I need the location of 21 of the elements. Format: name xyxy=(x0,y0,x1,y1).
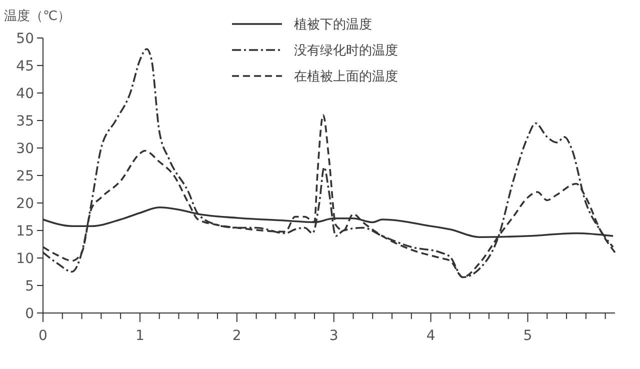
y-tick-label: 45 xyxy=(16,58,34,74)
y-tick-label: 40 xyxy=(16,86,34,102)
y-tick-label: 25 xyxy=(16,168,34,184)
y-tick-label: 0 xyxy=(25,306,34,322)
y-tick-label: 50 xyxy=(16,30,34,47)
x-tick-label: 0 xyxy=(38,328,48,344)
y-tick-label: 30 xyxy=(16,140,34,157)
legend-label: 植被下的温度 xyxy=(294,16,372,33)
y-axis-title: 温度（℃） xyxy=(4,8,71,24)
y-tick-label: 10 xyxy=(16,250,34,267)
x-tick-label: 2 xyxy=(232,328,242,344)
legend-label: 没有绿化时的温度 xyxy=(294,42,398,59)
x-tick-label: 4 xyxy=(426,328,436,344)
y-tick-label: 5 xyxy=(25,278,34,294)
x-tick-label: 5 xyxy=(523,328,532,344)
legend-label: 在植被上面的温度 xyxy=(294,68,398,85)
y-tick-label: 20 xyxy=(16,196,34,212)
x-tick-label: 3 xyxy=(329,328,338,344)
x-tick-label: 1 xyxy=(135,328,144,344)
y-tick-label: 15 xyxy=(16,223,34,240)
y-tick-label: 35 xyxy=(16,113,34,130)
